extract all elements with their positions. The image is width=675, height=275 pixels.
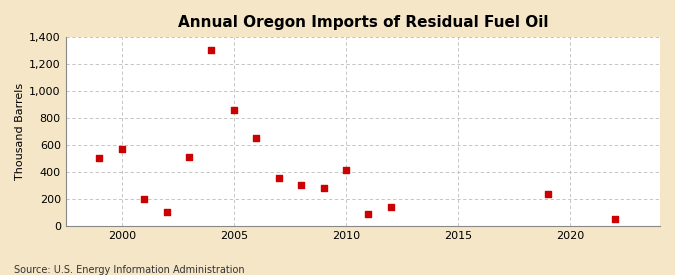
Title: Annual Oregon Imports of Residual Fuel Oil: Annual Oregon Imports of Residual Fuel O… xyxy=(178,15,548,30)
Point xyxy=(543,192,554,196)
Point xyxy=(610,217,620,221)
Point xyxy=(385,205,396,209)
Point xyxy=(273,176,284,180)
Point xyxy=(318,186,329,190)
Point xyxy=(251,136,262,140)
Point xyxy=(228,108,239,112)
Point xyxy=(161,210,172,214)
Point xyxy=(116,147,127,151)
Y-axis label: Thousand Barrels: Thousand Barrels xyxy=(15,83,25,180)
Point xyxy=(206,47,217,52)
Point xyxy=(94,156,105,161)
Point xyxy=(139,197,150,201)
Point xyxy=(341,168,352,172)
Point xyxy=(296,183,306,188)
Text: Source: U.S. Energy Information Administration: Source: U.S. Energy Information Administ… xyxy=(14,265,244,275)
Point xyxy=(184,155,194,159)
Point xyxy=(363,211,374,216)
